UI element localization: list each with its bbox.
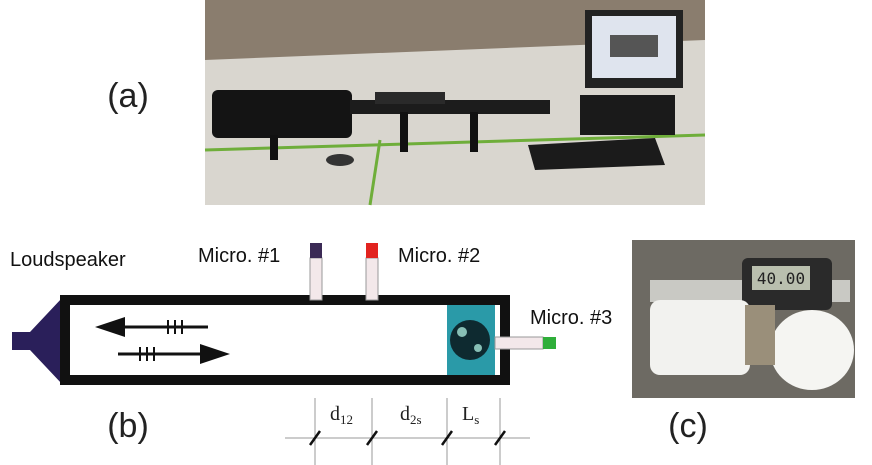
dimension-subscript: s <box>474 412 479 427</box>
dimension-subscript: 2s <box>410 412 422 427</box>
mic-label: Micro. #1 <box>198 245 280 267</box>
dimension-symbol: d <box>330 403 340 425</box>
mic-label: Micro. #3 <box>530 307 612 329</box>
panel-label: (c) <box>668 407 708 445</box>
dimension-subscript: 12 <box>340 412 353 427</box>
dimension-label: d12 <box>330 403 353 427</box>
mic-label: Micro. #2 <box>398 245 480 267</box>
panel-label: (a) <box>107 77 149 115</box>
dimension-label: d2s <box>400 403 422 427</box>
dimension-lines <box>285 398 530 465</box>
dimension-symbol: d <box>400 403 410 425</box>
dimension-symbol: L <box>462 403 474 425</box>
panel-label: (b) <box>107 407 149 445</box>
tube-diagram <box>12 243 556 385</box>
dimension-label: Ls <box>462 403 479 427</box>
loudspeaker-label: Loudspeaker <box>10 249 126 271</box>
caliper-reading: 40.00 <box>757 269 805 288</box>
photo-setup <box>204 0 706 206</box>
dimension-ticks <box>308 430 507 446</box>
photo-sample <box>632 240 855 398</box>
